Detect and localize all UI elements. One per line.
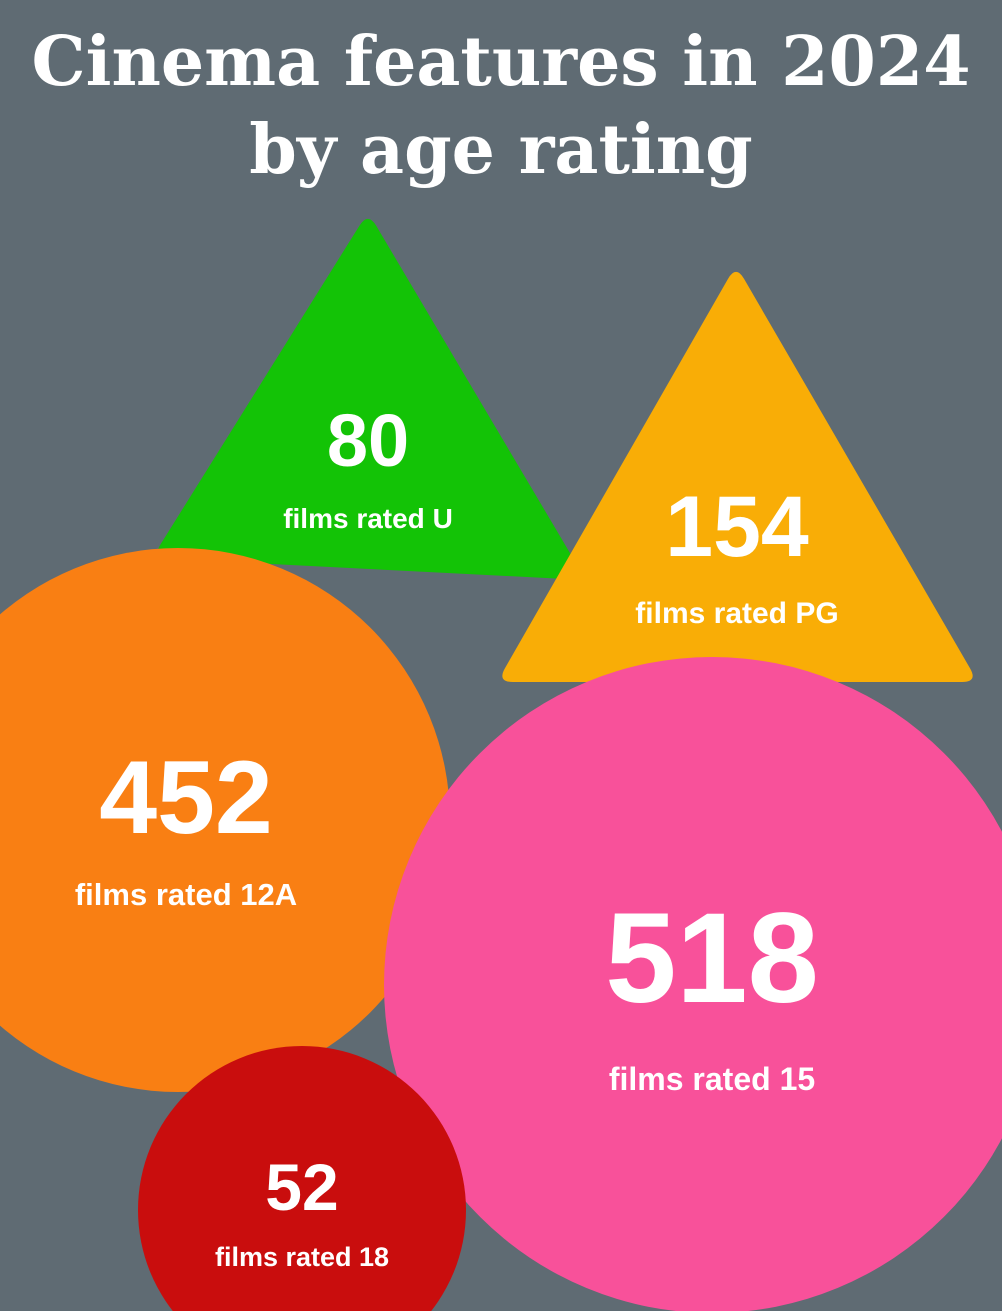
bubble-pg: 154 films rated PG: [502, 271, 973, 682]
circle-mark-18: [138, 1046, 466, 1311]
value-label-12a: 452: [99, 740, 273, 856]
caption-label-pg: films rated PG: [635, 597, 838, 630]
circle-mark-15: [384, 657, 1002, 1311]
bubble-18: 52 films rated 18: [138, 1046, 466, 1311]
bubble-12a: 452 films rated 12A: [0, 548, 450, 1092]
caption-label-18: films rated 18: [215, 1242, 389, 1272]
value-label-18: 52: [265, 1150, 338, 1224]
value-label-u: 80: [327, 399, 409, 482]
triangle-mark-u: [157, 218, 581, 580]
caption-label-12a: films rated 12A: [75, 877, 297, 912]
circle-mark-12a: [0, 548, 450, 1092]
caption-label-15: films rated 15: [609, 1061, 815, 1097]
bubble-15: 518 films rated 15: [384, 657, 1002, 1311]
value-label-pg: 154: [665, 479, 809, 575]
bubble-u: 80 films rated U: [157, 218, 581, 580]
caption-label-u: films rated U: [283, 503, 453, 534]
triangle-mark-pg: [502, 271, 973, 682]
chart-title: Cinema features in 2024 by age rating: [31, 22, 971, 190]
value-label-15: 518: [605, 887, 819, 1030]
